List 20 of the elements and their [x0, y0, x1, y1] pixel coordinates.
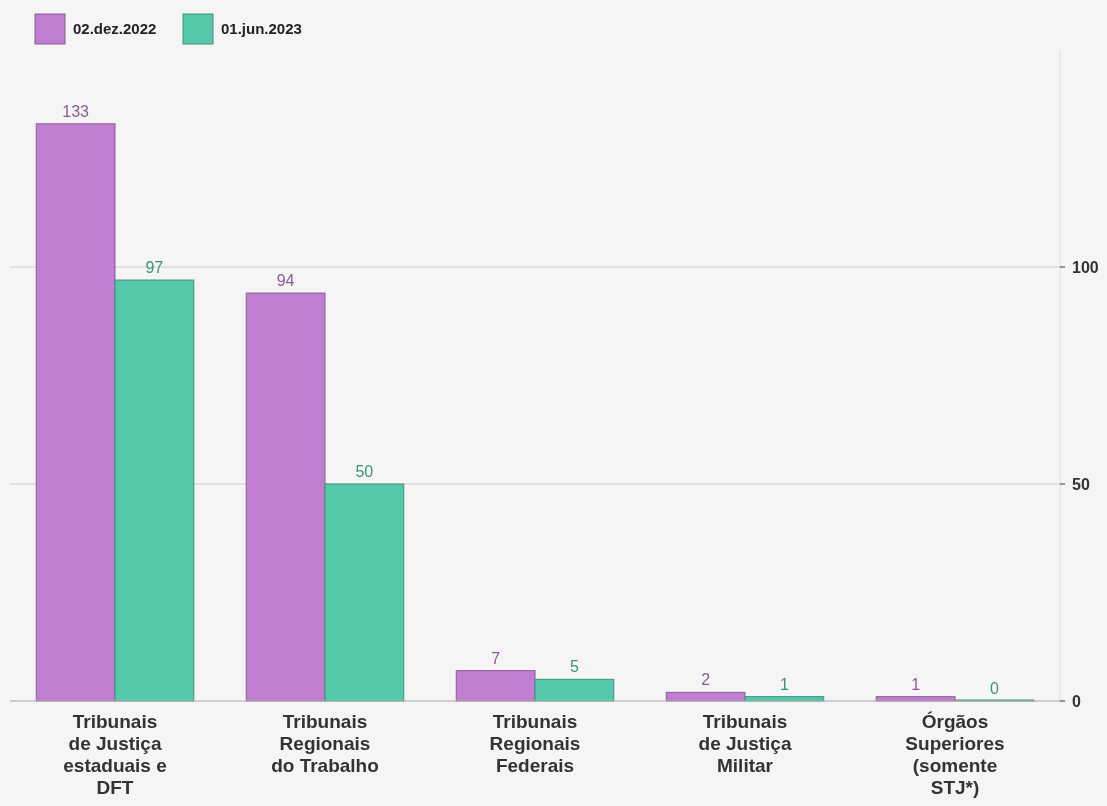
x-tick-label: Tribunais Regionais do Trabalho	[271, 711, 379, 776]
data-label: 133	[62, 102, 90, 120]
y-tick-label: 100	[1072, 258, 1099, 276]
data-label: 1	[779, 675, 789, 693]
data-label: 2	[701, 671, 711, 689]
data-label: 50	[355, 463, 374, 480]
legend-label: 02.dez.2022	[73, 20, 157, 38]
data-label: 97	[145, 259, 164, 277]
data-label: 0	[989, 680, 999, 697]
data-label: 7	[491, 649, 501, 667]
x-tick-label: Órgãos Superiores (somente STJ*)	[905, 711, 1005, 798]
x-tick-label: Tribunais de Justiça estaduais e DFT	[63, 711, 167, 798]
y-tick-label: 0	[1072, 692, 1081, 710]
x-tick-label: Tribunais de Justiça Militar	[698, 711, 792, 776]
y-tick-label: 50	[1072, 475, 1090, 493]
x-tick-label: Tribunais Regionais Federais	[489, 711, 581, 776]
data-label: 5	[569, 658, 579, 676]
legend-label: 01.jun.2023	[221, 20, 302, 38]
data-label: 94	[276, 272, 295, 290]
data-label: 1	[911, 675, 921, 693]
